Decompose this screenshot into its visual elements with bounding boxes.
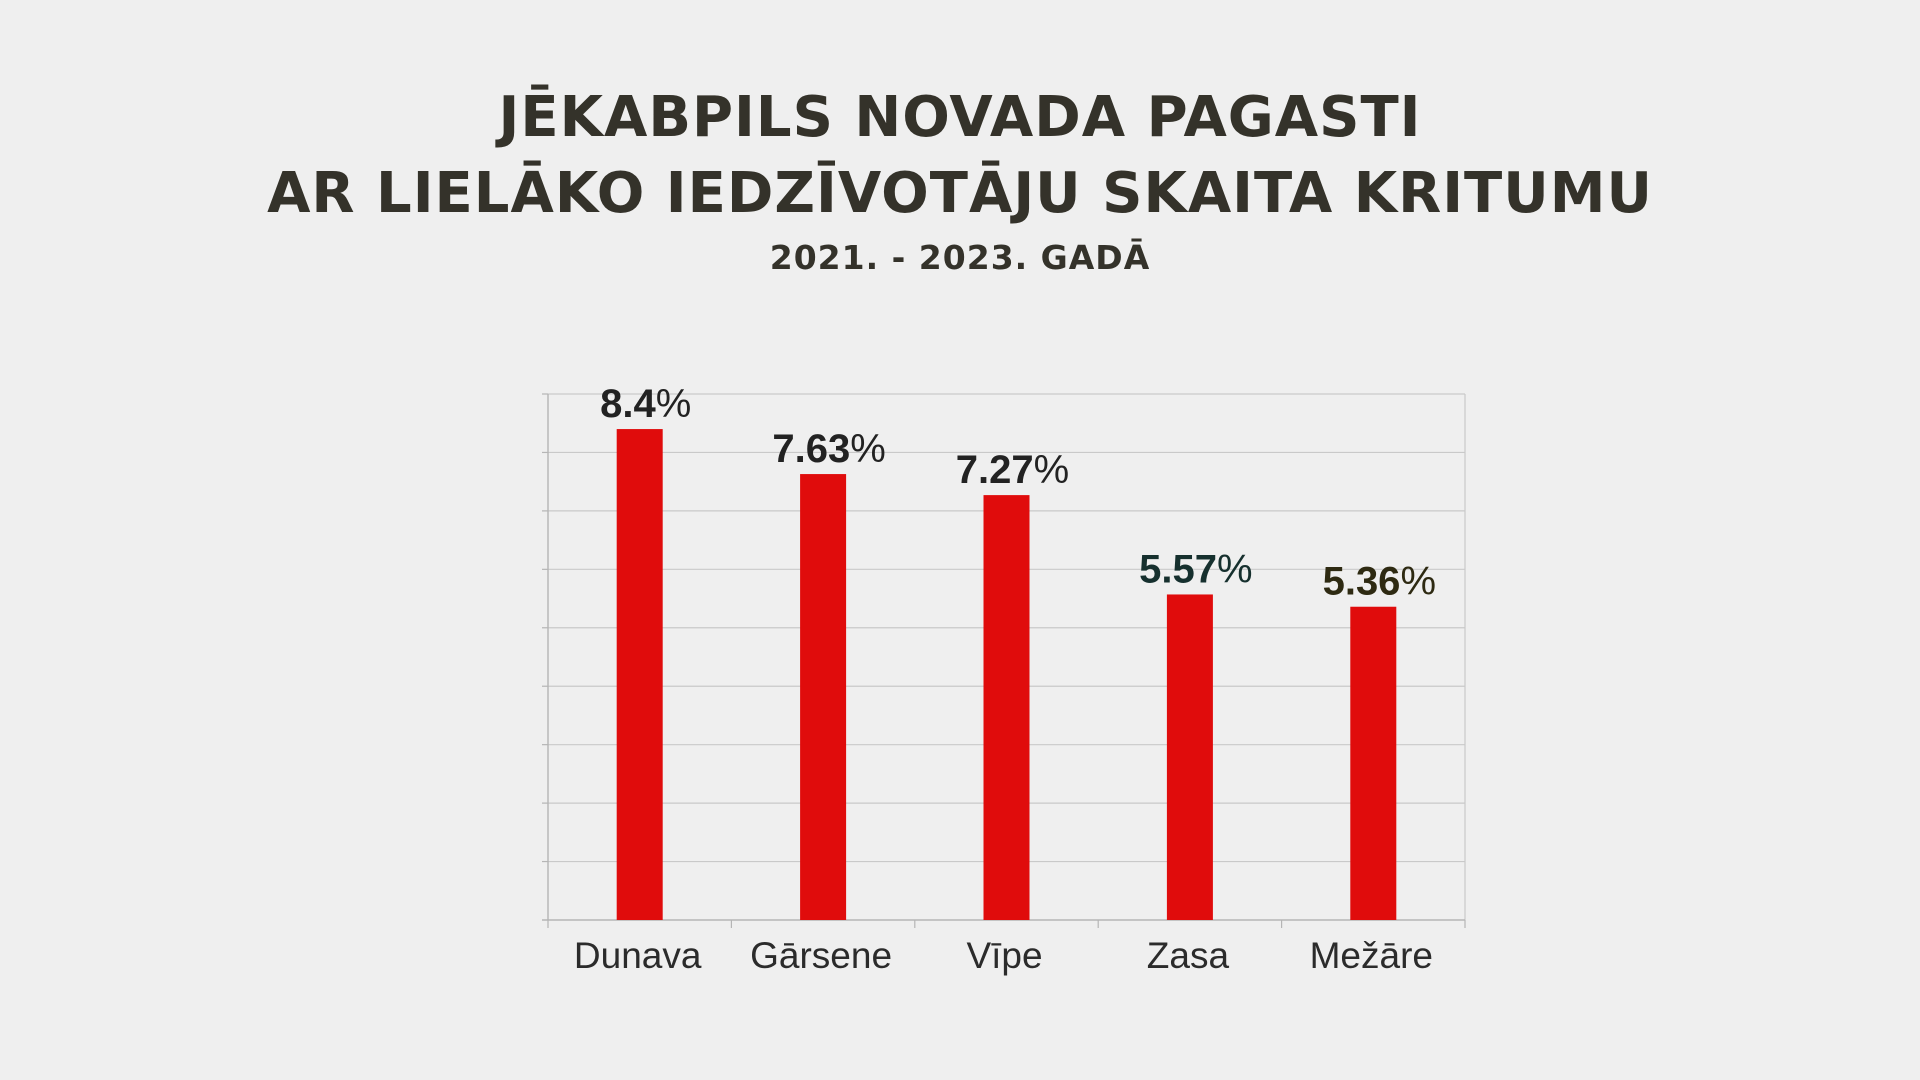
category-label: Dunava	[574, 935, 702, 976]
bars	[616, 429, 1397, 920]
bar-zasa	[1166, 594, 1213, 920]
value-label: 7.63%	[772, 427, 885, 471]
category-label: Zasa	[1147, 935, 1230, 976]
chart-title-line-1: JĒKABPILS NOVADA PAGASTI	[498, 85, 1422, 150]
category-tick-labels: Dunava Gārsene Vīpe Zasa Mežāre	[574, 935, 1433, 976]
chart-title-block: JĒKABPILS NOVADA PAGASTI AR LIELĀKO IEDZ…	[0, 80, 1920, 280]
chart-title-line-2: AR LIELĀKO IEDZĪVOTĀJU SKAITA KRITUMU	[267, 161, 1653, 226]
category-label: Mežāre	[1310, 935, 1433, 976]
chart-subtitle: 2021. - 2023. GADĀ	[769, 238, 1151, 277]
bar-gārsene	[800, 474, 847, 920]
value-labels: 8.4% 7.63% 7.27% 5.57% 5.36%	[600, 382, 1436, 604]
value-label: 5.36%	[1323, 560, 1436, 604]
value-label: 7.27%	[956, 448, 1069, 492]
bar-dunava	[616, 429, 663, 920]
category-label: Gārsene	[750, 935, 892, 976]
value-label: 5.57%	[1139, 547, 1252, 591]
category-label: Vīpe	[966, 935, 1042, 976]
bar-vīpe	[983, 495, 1030, 920]
value-label: 8.4%	[600, 382, 691, 426]
bar-mežāre	[1350, 606, 1397, 920]
